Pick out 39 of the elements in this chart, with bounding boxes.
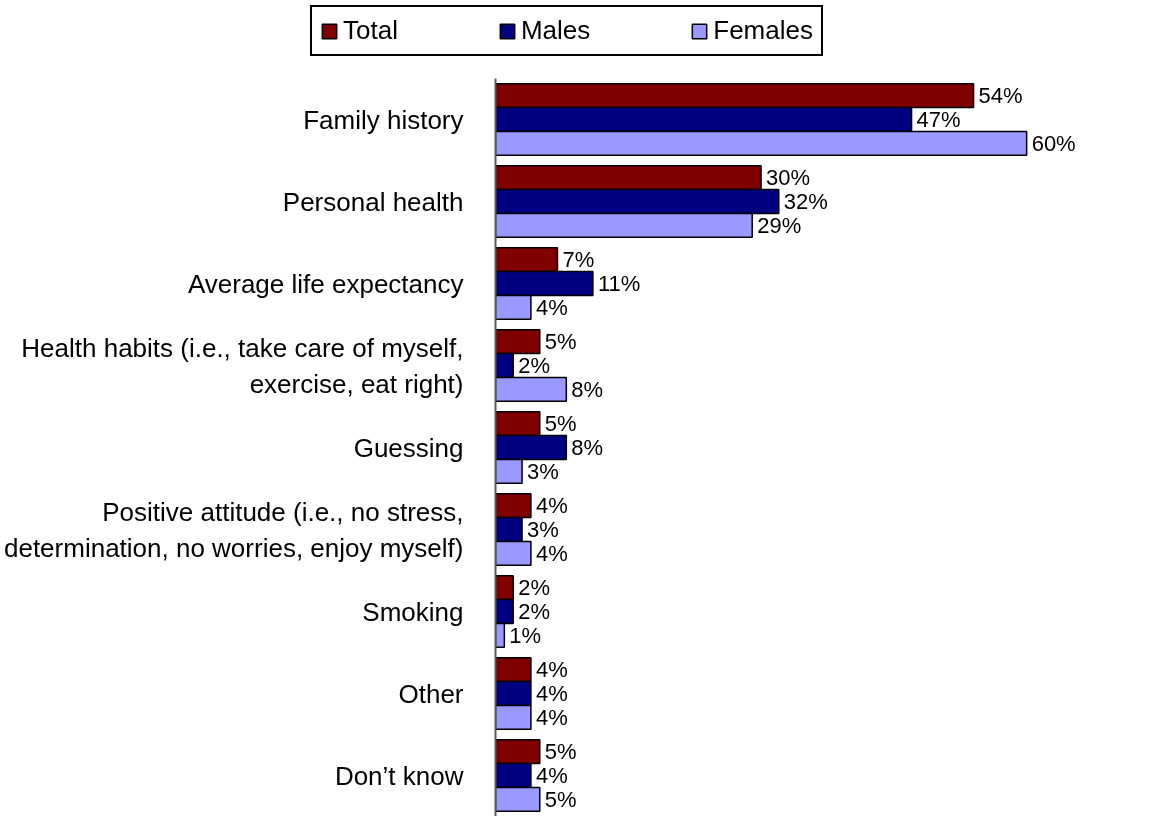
y-tick-label: Other	[398, 678, 464, 709]
data-label: 30%	[766, 165, 811, 191]
y-tick-label: Average life expectancy	[187, 268, 464, 299]
y-tick-label: Smoking	[362, 596, 464, 627]
data-label: 11%	[597, 271, 641, 296]
data-label: 32%	[783, 189, 828, 214]
data-label: 3%	[527, 458, 559, 484]
y-tick-label: Health habits (i.e., take care of myself, exercise, eat right)	[21, 332, 464, 399]
data-label: 5%	[544, 329, 577, 355]
data-label: 2%	[518, 575, 550, 601]
data-label: 4%	[535, 294, 568, 320]
data-label: 4%	[535, 763, 568, 788]
y-tick-label: Guessing	[353, 432, 464, 463]
data-label: 8%	[571, 435, 604, 460]
data-label: 29%	[757, 212, 802, 238]
data-label: 4%	[535, 657, 568, 683]
data-label: 5%	[544, 739, 577, 765]
data-label: 7%	[562, 247, 595, 273]
data-label: 47%	[916, 107, 961, 132]
data-label: 5%	[544, 786, 577, 812]
data-label: 2%	[518, 599, 550, 624]
legend-label: Females	[713, 15, 813, 46]
data-label: 60%	[1031, 130, 1076, 156]
y-tick-label: Family history	[303, 104, 464, 135]
data-label: 4%	[535, 704, 568, 730]
data-label: 4%	[535, 681, 568, 706]
y-tick-label: Don’t know	[334, 760, 464, 791]
data-label: 4%	[535, 540, 568, 566]
legend-label: Total	[343, 15, 398, 46]
data-label: 1%	[509, 622, 542, 648]
data-label: 54%	[978, 83, 1023, 109]
data-label: 3%	[527, 517, 559, 542]
data-label: 2%	[518, 353, 550, 378]
y-tick-label: Positive attitude (i.e., no stress, determination, no worries, enjoy myself)	[3, 496, 464, 563]
legend-label: Males	[520, 15, 591, 46]
data-label: 8%	[571, 376, 604, 402]
data-label: 5%	[544, 411, 577, 437]
data-label: 4%	[535, 493, 568, 519]
y-tick-label: Personal health	[282, 186, 464, 217]
